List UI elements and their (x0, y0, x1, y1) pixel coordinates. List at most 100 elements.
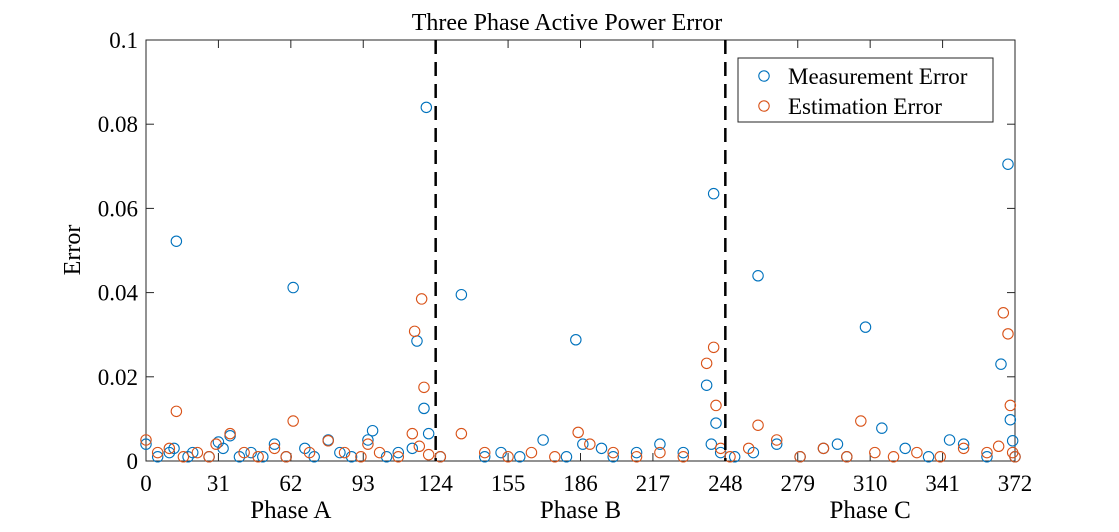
estimation-error-point (981, 446, 993, 459)
measurement-error-point (630, 446, 643, 459)
estimation-error-point (654, 446, 666, 459)
estimation-error-point (1009, 451, 1021, 463)
x-tick-label: 341 (925, 471, 960, 496)
estimation-error-point (203, 451, 215, 463)
estimation-error-point (415, 293, 428, 305)
estimation-error-point (607, 446, 619, 459)
measurement-error-point (422, 427, 435, 440)
x-tick-label: 62 (279, 471, 302, 496)
legend-marker (758, 70, 770, 82)
estimation-error-point (392, 451, 405, 463)
estimation-error-point (770, 434, 783, 446)
x-tick-label: 248 (708, 471, 743, 496)
estimation-error-point (710, 399, 722, 412)
measurement-error-point (287, 281, 299, 294)
estimation-error-point (677, 451, 690, 463)
estimation-error-point (418, 381, 430, 394)
estimation-error-point (997, 307, 1010, 319)
estimation-error-point (707, 341, 720, 354)
estimation-error-point (238, 446, 250, 459)
x-tick-label: 124 (418, 471, 453, 496)
measurement-error-point (380, 451, 393, 463)
estimation-error-point (373, 446, 386, 459)
measurement-error-point (922, 451, 935, 463)
estimation-error-point (408, 325, 421, 338)
x-tick-label: 279 (781, 471, 816, 496)
measurement-error-point (705, 438, 718, 450)
estimation-error-point (362, 438, 374, 450)
y-tick-label: 0.1 (109, 28, 138, 53)
y-tick-label: 0.06 (98, 196, 138, 221)
measurement-error-point (714, 446, 727, 459)
measurement-error-point (859, 321, 872, 333)
measurement-error-point (392, 446, 405, 459)
measurement-error-point (1004, 413, 1017, 426)
estimation-error-point (1002, 328, 1014, 340)
measurement-error-point (151, 451, 164, 463)
estimation-error-point (322, 435, 334, 447)
measurement-error-point (168, 442, 180, 455)
estimation-error-point (752, 419, 764, 431)
estimation-error-point (1004, 399, 1017, 412)
y-axis-label: Error (60, 225, 86, 276)
estimation-error-point (911, 446, 923, 459)
measurement-error-point (495, 446, 507, 459)
estimation-error-point (841, 451, 853, 463)
estimation-error-point (887, 451, 900, 463)
x-tick-label: 310 (853, 471, 888, 496)
measurement-error-point (752, 270, 764, 282)
measurement-error-point (140, 438, 152, 450)
y-tick-label: 0.04 (98, 281, 139, 306)
x-tick-label: 0 (140, 471, 152, 496)
x-tick-label: 31 (207, 471, 230, 496)
estimation-error-point (287, 415, 299, 427)
legend: Measurement Error Estimation Error (737, 57, 994, 123)
measurement-error-point (995, 358, 1007, 370)
estimation-error-point (478, 446, 491, 459)
measurement-error-point (366, 424, 379, 437)
estimation-error-point (268, 442, 281, 455)
phase-label: Phase C (830, 497, 911, 524)
legend-box (737, 57, 994, 123)
estimation-error-point (742, 442, 755, 455)
estimation-error-point (406, 427, 419, 440)
estimation-error-point (191, 446, 204, 459)
measurement-error-point (268, 438, 281, 450)
phase-label: Phase A (250, 497, 331, 524)
estimation-error-point (869, 446, 881, 459)
measurement-error-point (607, 451, 619, 463)
x-tick-label: 217 (636, 471, 671, 496)
measurement-error-point (455, 288, 468, 301)
x-tick-label: 93 (352, 471, 375, 496)
legend-label: Estimation Error (788, 94, 942, 119)
estimation-error-point (280, 451, 292, 463)
measurement-error-point (1002, 158, 1014, 170)
estimation-error-point (224, 427, 236, 440)
estimation-error-point (140, 434, 152, 446)
measurement-error-point (514, 451, 526, 463)
estimation-error-point (252, 451, 264, 463)
chart-title: Three Phase Active Power Error (412, 10, 723, 36)
measurement-error-point (257, 451, 269, 463)
x-tick-label: 186 (563, 471, 598, 496)
measurement-error-point (217, 442, 229, 455)
estimation-error-point (817, 442, 830, 455)
estimation-error-point (992, 440, 1005, 453)
measurement-error-point (707, 187, 720, 200)
estimation-error-point (525, 446, 538, 459)
estimation-error-point (584, 438, 596, 450)
measurement-error-point (537, 434, 549, 446)
measurement-error-point (957, 438, 970, 450)
measurement-error-point (943, 434, 956, 446)
estimation-error-point (855, 415, 867, 427)
legend-marker (758, 100, 770, 112)
estimation-error-point (303, 446, 316, 459)
estimation-error-point (177, 451, 190, 463)
estimation-error-point (724, 451, 736, 463)
y-tick-label: 0 (127, 449, 139, 474)
measurement-error-point (876, 422, 888, 434)
y-tick-label: 0.08 (98, 112, 138, 137)
measurement-error-point (362, 434, 374, 446)
